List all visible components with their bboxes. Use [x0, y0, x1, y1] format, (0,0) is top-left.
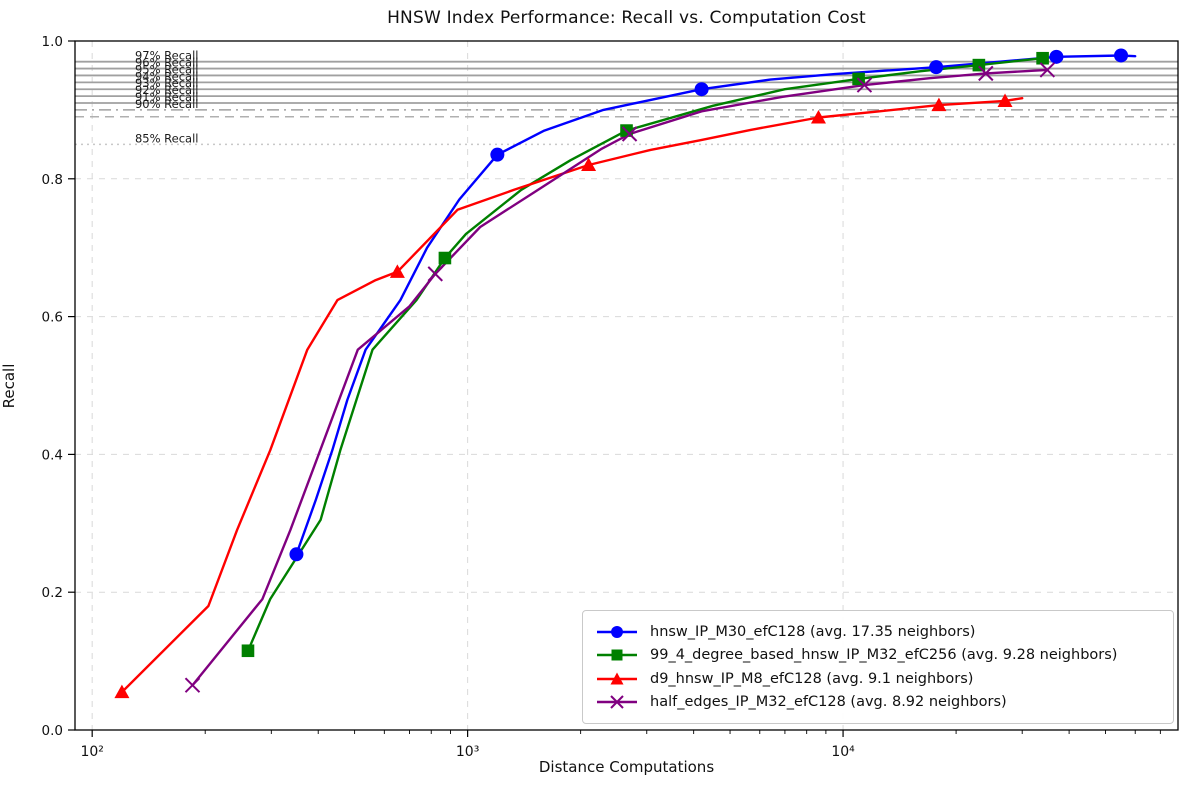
series-line-hnsw_IP_M30_efC128 — [295, 54, 1137, 556]
legend-row: hnsw_IP_M30_efC128 (avg. 17.35 neighbors… — [595, 620, 1161, 644]
threshold-label: 96% Recall — [135, 56, 199, 70]
marker-triangle — [581, 157, 597, 172]
legend-marker-x-icon — [597, 695, 637, 709]
legend-row: 99_4_degree_based_hnsw_IP_M32_efC256 (av… — [595, 644, 1161, 668]
chart-title: HNSW Index Performance: Recall vs. Compu… — [387, 8, 866, 28]
marker-triangle — [997, 93, 1013, 107]
marker-square — [241, 644, 255, 658]
y-tick-label: 0.4 — [42, 447, 63, 463]
y-tick-label: 0.6 — [42, 310, 63, 326]
legend-label: hnsw_IP_M30_efC128 (avg. 17.35 neighbors… — [650, 623, 976, 640]
legend-label: d9_hnsw_IP_M8_efC128 (avg. 9.1 neighbors… — [650, 670, 974, 687]
marker-triangle — [114, 684, 130, 699]
y-axis-label: Recall — [0, 363, 18, 409]
marker-x — [1039, 62, 1056, 78]
series-line-d9_hnsw_IP_M8_efC128 — [120, 96, 1024, 694]
legend-marker-triangle-icon — [597, 672, 637, 685]
marker-circle — [1049, 49, 1064, 64]
threshold-label: 94% Recall — [135, 69, 199, 83]
x-tick-label: 10² — [80, 744, 103, 760]
series-line-99_4_degree_based_hnsw_IP_M32_efC256 — [246, 57, 1044, 652]
legend: hnsw_IP_M30_efC128 (avg. 17.35 neighbors… — [582, 610, 1174, 724]
threshold-label: 85% Recall — [135, 131, 199, 145]
marker-x — [184, 677, 201, 693]
y-tick-label: 0.8 — [42, 172, 63, 188]
marker-x — [856, 77, 873, 93]
legend-label: half_edges_IP_M32_efC128 (avg. 8.92 neig… — [650, 694, 1007, 711]
marker-triangle — [389, 264, 405, 278]
threshold-label: 95% Recall — [135, 62, 199, 76]
marker-circle — [1114, 48, 1129, 63]
threshold-label: 93% Recall — [135, 76, 199, 90]
y-tick-label: 0.2 — [42, 585, 63, 601]
y-tick-label: 0.0 — [42, 723, 63, 739]
series-line-half_edges_IP_M32_efC128 — [191, 68, 1049, 687]
axes-spines — [74, 40, 1179, 731]
legend-marker-circle-icon — [597, 625, 637, 638]
legend-row: half_edges_IP_M32_efC128 (avg. 8.92 neig… — [595, 691, 1161, 715]
legend-label: 99_4_degree_based_hnsw_IP_M32_efC256 (av… — [650, 647, 1118, 664]
marker-x — [621, 126, 638, 142]
marker-square — [438, 251, 452, 265]
marker-triangle — [931, 97, 947, 112]
marker-circle — [929, 60, 944, 75]
x-tick-label: 10³ — [456, 744, 479, 760]
threshold-label: 90% Recall — [135, 97, 199, 111]
threshold-label: 91% Recall — [135, 90, 199, 104]
y-tick-label: 1.0 — [42, 34, 63, 50]
marker-triangle — [810, 109, 826, 124]
marker-circle — [694, 82, 709, 97]
legend-marker-square-icon — [597, 649, 637, 661]
marker-x — [427, 266, 443, 282]
marker-x — [978, 65, 994, 82]
marker-circle — [490, 147, 505, 162]
x-tick-label: 10⁴ — [831, 744, 855, 760]
marker-square — [1036, 51, 1049, 65]
threshold-label: 97% Recall — [135, 49, 199, 63]
legend-row: d9_hnsw_IP_M8_efC128 (avg. 9.1 neighbors… — [595, 667, 1161, 691]
x-axis-label: Distance Computations — [538, 758, 715, 776]
threshold-label: 92% Recall — [135, 83, 199, 97]
marker-circle — [289, 547, 304, 562]
